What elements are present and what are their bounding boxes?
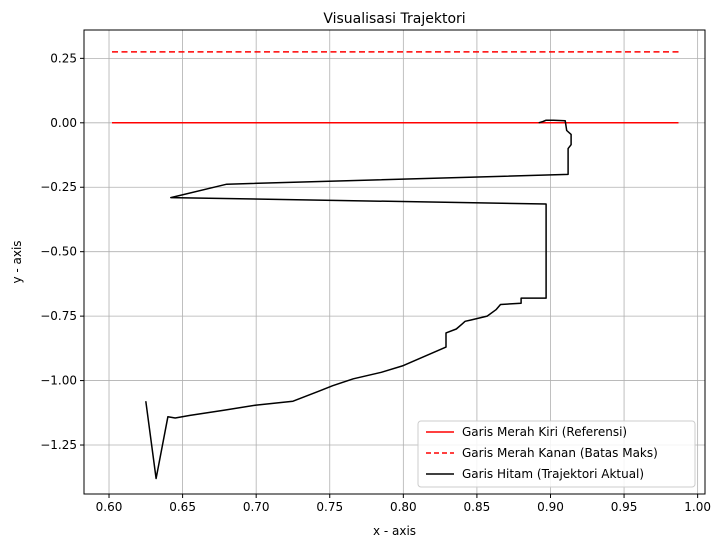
legend-label-max-limit: Garis Merah Kanan (Batas Maks) — [462, 446, 658, 460]
y-tick-label: −0.25 — [40, 180, 77, 194]
x-tick-label: 0.65 — [169, 500, 196, 514]
series-line-trajectory — [145, 119, 572, 480]
chart-title: Visualisasi Trajektori — [323, 11, 465, 27]
x-tick-label: 0.95 — [611, 500, 638, 514]
x-axis-title: x - axis — [373, 524, 416, 538]
series-layer — [112, 51, 679, 480]
x-tick-label: 0.90 — [537, 500, 564, 514]
legend: Garis Merah Kiri (Referensi) Garis Merah… — [417, 420, 696, 488]
legend-box — [417, 420, 696, 488]
x-tick-label: 0.75 — [316, 500, 343, 514]
y-axis-title: y - axis — [10, 240, 24, 283]
legend-label-reference: Garis Merah Kiri (Referensi) — [462, 425, 627, 439]
plot-frame — [83, 29, 706, 495]
x-tick-label: 0.70 — [243, 500, 270, 514]
y-tick-label: −1.25 — [40, 438, 77, 452]
x-tick-label: 0.85 — [464, 500, 491, 514]
x-tick-label: 0.80 — [390, 500, 417, 514]
y-tick-label: 0.00 — [50, 116, 77, 130]
tick-layer: 0.60 0.65 0.70 0.75 0.80 0.85 0.90 0.95 1.00 0.25… — [40, 51, 711, 514]
y-tick-label: −0.75 — [40, 309, 77, 323]
x-tick-label: 1.00 — [684, 500, 711, 514]
y-tick-label: −0.50 — [40, 245, 77, 259]
legend-label-trajectory: Garis Hitam (Trajektori Aktual) — [462, 467, 644, 481]
y-tick-label: −1.00 — [40, 374, 77, 388]
x-tick-label: 0.60 — [96, 500, 123, 514]
y-tick-label: 0.25 — [50, 51, 77, 65]
